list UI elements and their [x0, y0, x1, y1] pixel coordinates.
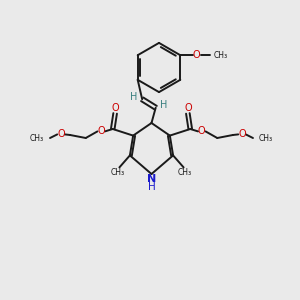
Text: CH₃: CH₃: [214, 51, 228, 60]
Text: N: N: [147, 174, 156, 184]
Text: CH₃: CH₃: [259, 134, 273, 142]
Text: CH₃: CH₃: [30, 134, 44, 142]
Text: O: O: [111, 103, 119, 113]
Text: H: H: [148, 182, 155, 193]
Text: O: O: [238, 129, 246, 140]
Text: O: O: [184, 103, 192, 113]
Text: O: O: [198, 126, 206, 136]
Text: O: O: [98, 126, 105, 136]
Text: O: O: [57, 129, 65, 140]
Text: H: H: [130, 92, 137, 102]
Text: CH₃: CH₃: [111, 168, 125, 177]
Text: O: O: [193, 50, 201, 60]
Text: CH₃: CH₃: [178, 168, 192, 177]
Text: H: H: [160, 100, 168, 110]
